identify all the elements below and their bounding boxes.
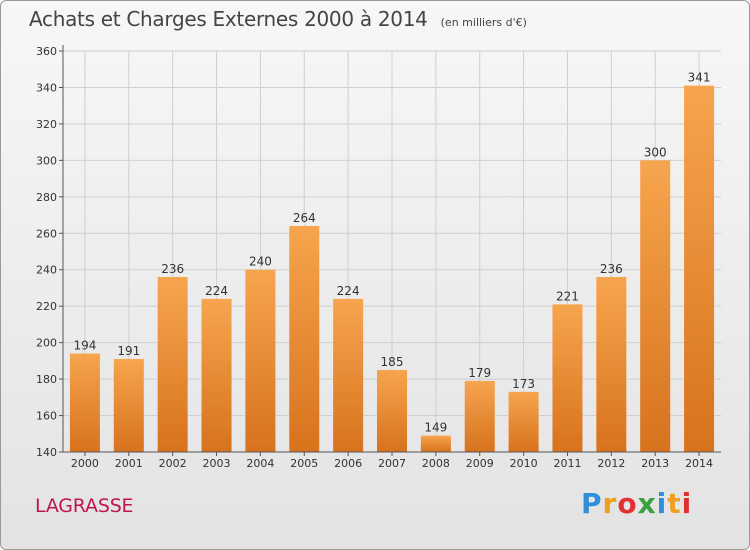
chart-title: Achats et Charges Externes 2000 à 2014	[29, 7, 428, 31]
x-tick-label: 2011	[553, 457, 581, 470]
value-label: 240	[249, 255, 272, 269]
bar-2001	[113, 359, 144, 452]
value-label: 185	[381, 355, 404, 369]
y-tick-label: 240	[36, 264, 57, 277]
bar-2005	[289, 225, 320, 452]
x-tick-label: 2005	[290, 457, 318, 470]
bar-2009	[464, 380, 495, 452]
y-tick-label: 340	[36, 81, 57, 94]
value-label: 191	[117, 344, 140, 358]
y-tick-label: 360	[36, 45, 57, 58]
value-label: 224	[205, 284, 228, 298]
proxiti-logo: Proxiti	[581, 487, 692, 520]
logo-letter: r	[602, 487, 618, 520]
bar-2012	[596, 277, 627, 452]
y-tick-label: 320	[36, 118, 57, 131]
x-tick-label: 2008	[422, 457, 450, 470]
logo-letter: i	[681, 487, 693, 520]
value-label: 179	[468, 366, 491, 380]
bar-2010	[508, 391, 539, 452]
y-tick-label: 180	[36, 373, 57, 386]
x-tick-label: 2014	[685, 457, 713, 470]
value-label: 149	[424, 421, 447, 435]
chart-header: Achats et Charges Externes 2000 à 2014 (…	[29, 7, 527, 31]
x-tick-label: 2001	[115, 457, 143, 470]
bar-2002	[157, 277, 188, 452]
logo-letter: i	[656, 487, 668, 520]
value-label: 221	[556, 289, 579, 303]
place-name: LAGRASSE	[35, 495, 134, 517]
y-tick-label: 160	[36, 410, 57, 423]
labels: 140 160 180 200 220 240 260 280 300 320 340 360 194 2…	[36, 45, 713, 470]
x-tick-label: 2012	[597, 457, 625, 470]
logo-letter: o	[617, 487, 638, 520]
value-label: 300	[644, 145, 667, 159]
logo-letter: t	[667, 487, 682, 520]
value-label: 236	[161, 262, 184, 276]
bar-2014	[684, 85, 715, 452]
x-tick-label: 2007	[378, 457, 406, 470]
value-label: 173	[512, 377, 535, 391]
bar-2013	[640, 160, 671, 452]
chart-subtitle: (en milliers d'€)	[440, 16, 527, 29]
value-label: 194	[73, 339, 96, 353]
bar-2004	[245, 269, 276, 452]
bar-2008	[420, 435, 451, 452]
value-label: 341	[688, 71, 711, 85]
y-tick-label: 200	[36, 337, 57, 350]
x-tick-label: 2010	[510, 457, 538, 470]
x-tick-label: 2009	[466, 457, 494, 470]
y-tick-label: 280	[36, 191, 57, 204]
x-tick-label: 2006	[334, 457, 362, 470]
y-tick-label: 300	[36, 154, 57, 167]
value-label: 236	[600, 262, 623, 276]
x-tick-label: 2013	[641, 457, 669, 470]
bar-2007	[377, 369, 407, 452]
y-tick-label: 140	[36, 446, 57, 459]
x-tick-label: 2003	[203, 457, 231, 470]
logo-letter: x	[637, 487, 657, 520]
bar-2006	[333, 298, 364, 452]
value-label: 264	[293, 211, 316, 225]
bar-2011	[552, 304, 583, 452]
x-tick-label: 2000	[71, 457, 99, 470]
value-label: 224	[337, 284, 360, 298]
bar-2003	[201, 298, 232, 452]
x-tick-label: 2002	[159, 457, 187, 470]
bar-2000	[69, 353, 100, 452]
y-tick-label: 220	[36, 300, 57, 313]
logo-letter: P	[581, 487, 603, 520]
x-tick-label: 2004	[246, 457, 274, 470]
bars	[69, 85, 715, 452]
axes	[59, 45, 721, 456]
y-tick-label: 260	[36, 227, 57, 240]
